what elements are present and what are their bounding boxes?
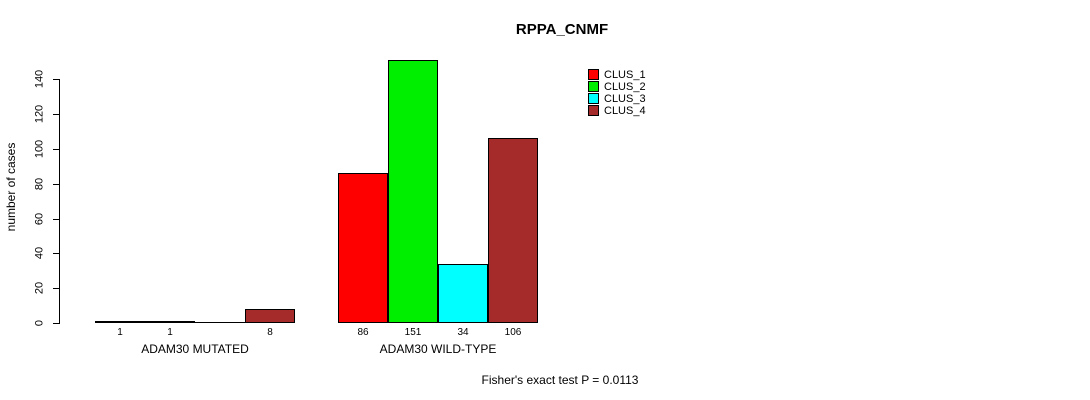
y-tick <box>53 253 60 255</box>
y-tick <box>53 288 60 290</box>
legend: CLUS_1 CLUS_2 CLUS_3 CLUS_4 <box>588 66 646 117</box>
bar-clus_3-group2 <box>438 263 488 323</box>
bar-clus_3-group1 <box>195 322 245 323</box>
y-tick-label: 60 <box>33 212 46 225</box>
y-tick-label: 100 <box>33 139 46 159</box>
y-tick <box>53 114 60 116</box>
legend-item-clus_4: CLUS_4 <box>588 102 646 117</box>
bar-clus_4-group1 <box>245 309 295 323</box>
bar-value-label: 86 <box>357 327 369 338</box>
legend-label: CLUS_2 <box>604 80 646 93</box>
y-tick-label: 80 <box>33 177 46 190</box>
fisher-test-note: Fisher's exact test P = 0.0113 <box>481 373 639 387</box>
y-tick <box>53 323 60 324</box>
bar-value-label: 1 <box>117 327 123 338</box>
y-tick <box>53 148 60 150</box>
legend-item-clus_2: CLUS_2 <box>588 78 646 93</box>
bar-value-label: 34 <box>457 327 469 338</box>
bar-value-label: 106 <box>504 327 522 338</box>
bar-clus_4-group2 <box>488 138 538 323</box>
y-tick <box>53 183 60 185</box>
y-tick <box>53 79 60 81</box>
bar-clus_1-group1 <box>95 321 145 324</box>
legend-swatch-icon <box>588 69 599 81</box>
y-axis-line <box>59 79 60 324</box>
legend-label: CLUS_4 <box>604 104 646 117</box>
y-tick-label: 40 <box>33 247 46 260</box>
y-tick <box>53 218 60 220</box>
legend-label: CLUS_1 <box>604 68 646 81</box>
chart-title: RPPA_CNMF <box>515 21 609 38</box>
bar-clus_2-group2 <box>388 60 438 323</box>
legend-swatch-icon <box>588 93 599 105</box>
y-tick-label: 0 <box>33 319 46 327</box>
legend-item-clus_3: CLUS_3 <box>588 90 646 105</box>
legend-swatch-icon <box>588 81 599 93</box>
x-category-label: ADAM30 WILD-TYPE <box>379 342 497 356</box>
legend-item-clus_1: CLUS_1 <box>588 66 646 81</box>
bar-value-label: 1 <box>167 327 173 338</box>
bar-value-label: 151 <box>404 327 422 338</box>
bar-value-label: 8 <box>267 327 273 338</box>
y-tick-label: 140 <box>33 70 46 89</box>
y-tick-label: 20 <box>33 282 46 295</box>
x-category-label: ADAM30 MUTATED <box>141 342 249 356</box>
legend-label: CLUS_3 <box>604 92 646 105</box>
bar-clus_1-group2 <box>338 173 388 323</box>
legend-swatch-icon <box>588 105 599 117</box>
y-axis-title: number of cases <box>4 142 18 232</box>
y-tick-label: 120 <box>33 104 46 124</box>
bar-clus_2-group1 <box>145 321 195 324</box>
